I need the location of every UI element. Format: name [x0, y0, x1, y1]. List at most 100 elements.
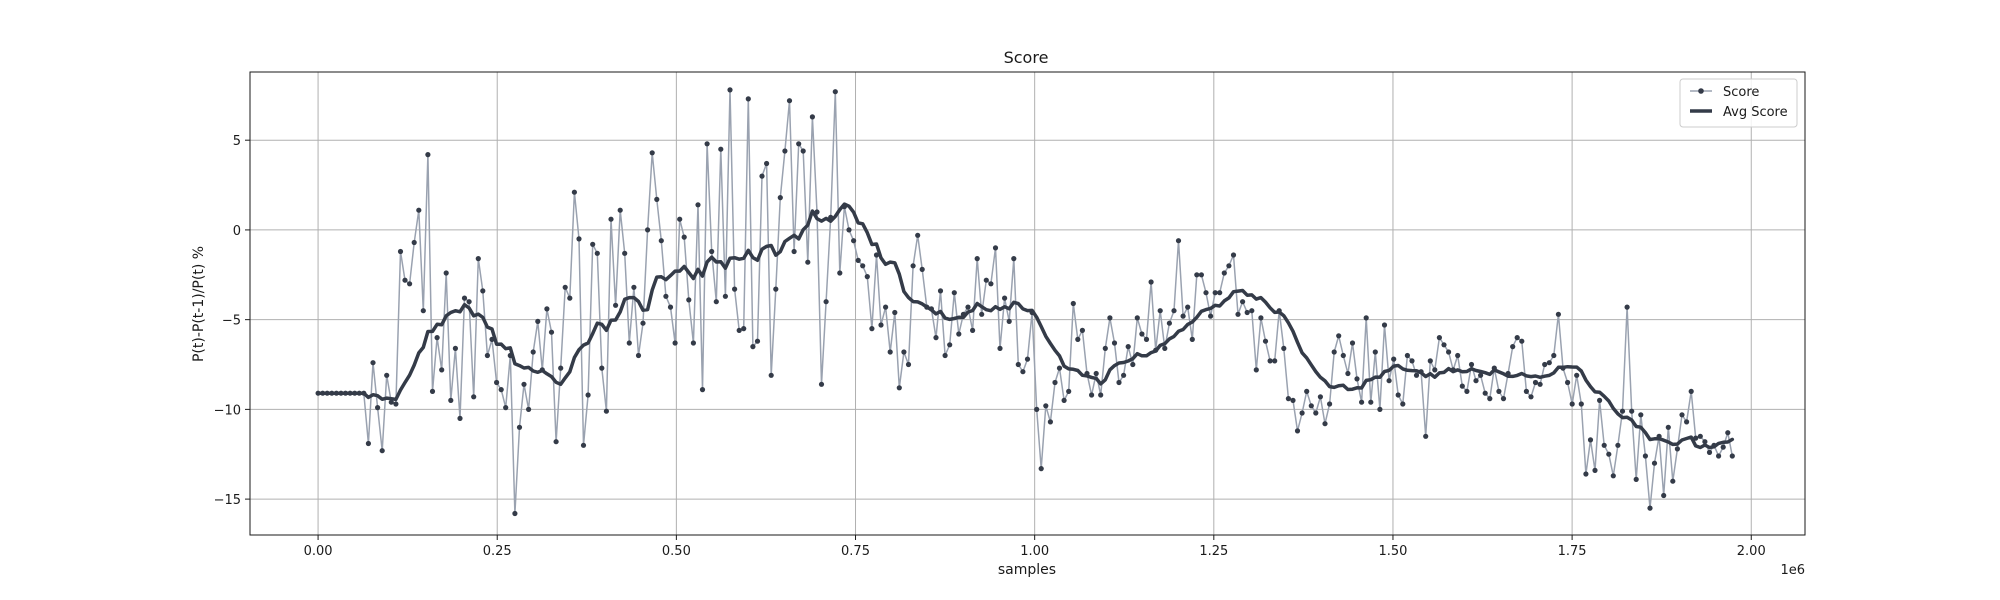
score-point [1175, 238, 1182, 244]
score-point [361, 390, 367, 396]
score-point [594, 250, 600, 256]
score-point [466, 299, 472, 305]
score-point [974, 256, 980, 262]
score-point [777, 195, 783, 201]
score-point [1647, 505, 1653, 511]
score-point [1706, 449, 1713, 455]
score-point [1153, 347, 1159, 353]
score-point [356, 390, 362, 396]
score-point [1230, 252, 1237, 258]
score-point [1317, 394, 1323, 400]
score-point [1134, 315, 1140, 321]
y-tick-label: −15 [214, 493, 241, 508]
score-point [448, 397, 454, 403]
x-tick-label: 1.50 [1378, 544, 1407, 559]
legend: Score Avg Score [1679, 78, 1798, 128]
score-point [443, 270, 449, 276]
score-series-line [318, 89, 1734, 515]
score-point [1551, 352, 1557, 359]
score-point [1423, 433, 1429, 439]
score-point [1331, 349, 1337, 355]
score-point [1400, 401, 1406, 407]
score-point [846, 227, 852, 233]
score-point [686, 297, 692, 303]
score-point [896, 385, 902, 391]
score-point [1496, 388, 1502, 394]
score-point [1217, 290, 1223, 296]
x-axis: 0.00 0.25 0.50 0.75 1.00 1.25 1.50 1.75 2.00 [304, 535, 1766, 559]
score-point [347, 390, 353, 396]
score-point [338, 390, 344, 396]
score-point [461, 295, 468, 301]
score-point [732, 286, 738, 292]
score-point [1404, 352, 1410, 359]
score-point [919, 266, 925, 272]
score-point [672, 340, 678, 346]
score-point [585, 392, 591, 398]
score-point [695, 202, 701, 208]
score-point [480, 288, 486, 294]
score-point [1702, 439, 1708, 445]
score-point [1285, 396, 1291, 402]
score-point [1267, 358, 1273, 364]
score-point [1381, 322, 1388, 328]
score-point [535, 318, 541, 324]
score-point [375, 405, 381, 411]
score-point [722, 293, 729, 299]
score-point [1619, 408, 1626, 414]
score-point [1601, 442, 1607, 448]
score-point [576, 236, 582, 242]
score-point [1482, 390, 1488, 396]
score-point [1171, 308, 1177, 314]
score-point [818, 381, 825, 387]
score-point [1610, 473, 1616, 479]
score-point [1194, 272, 1200, 278]
score-point [1372, 349, 1378, 355]
y-axis-label: P(t)-P(t-1)/P(t) % [191, 246, 207, 362]
x-tick-label: 1.75 [1558, 544, 1587, 559]
score-point [1725, 430, 1731, 436]
score-point [484, 352, 490, 359]
score-point [1336, 333, 1342, 339]
score-point [567, 295, 573, 301]
score-point [507, 352, 513, 359]
y-tick-label: 5 [233, 134, 241, 149]
avg-score-series-line [316, 202, 1735, 450]
score-point [1391, 356, 1397, 362]
score-point [814, 209, 820, 215]
score-point [658, 238, 664, 244]
score-point [475, 256, 481, 262]
score-point [622, 250, 628, 256]
score-point [928, 306, 935, 312]
score-point [498, 387, 504, 393]
score-point [1011, 256, 1017, 262]
score-point [1537, 381, 1543, 387]
score-point [548, 329, 555, 335]
score-point [681, 234, 687, 240]
score-point [1304, 388, 1310, 394]
score-point [1661, 492, 1667, 499]
score-point [590, 241, 596, 247]
score-point [1262, 338, 1269, 344]
score-point [1569, 401, 1575, 407]
score-point [718, 146, 724, 152]
score-point [786, 98, 793, 104]
score-point [1235, 311, 1241, 317]
score-point [1075, 336, 1081, 342]
score-point [1587, 437, 1594, 443]
score-point [983, 277, 989, 283]
score-point [773, 286, 779, 292]
score-point [1180, 313, 1186, 319]
score-point [603, 408, 610, 414]
score-point [1281, 345, 1287, 351]
score-point [1432, 367, 1438, 373]
score-point [905, 361, 912, 368]
score-point [1500, 396, 1507, 402]
score-point [599, 365, 605, 371]
x-tick-label: 0.00 [304, 544, 333, 559]
score-point [992, 245, 999, 251]
score-point [997, 345, 1003, 351]
score-point [1464, 388, 1470, 394]
score-point [1450, 367, 1456, 373]
